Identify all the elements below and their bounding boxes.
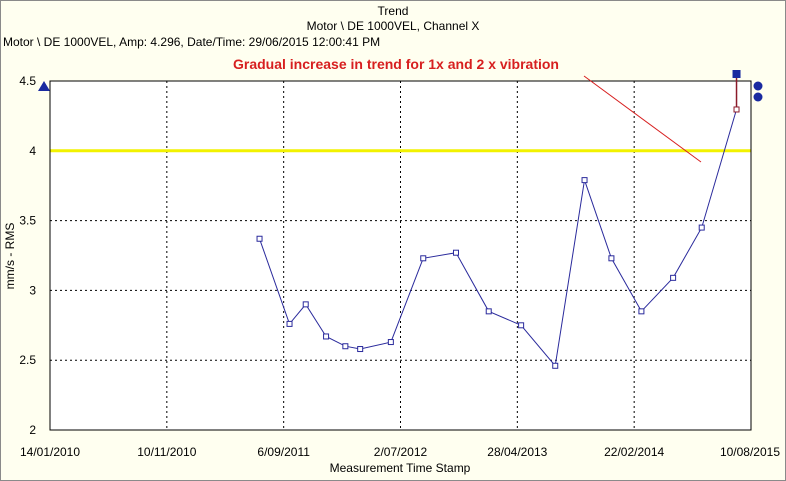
data-point[interactable] bbox=[302, 301, 309, 308]
plot-border bbox=[49, 80, 752, 431]
data-point[interactable] bbox=[608, 255, 615, 262]
y-tick-label: 3.5 bbox=[19, 214, 36, 228]
chart-title: Trend bbox=[377, 4, 409, 18]
data-point[interactable] bbox=[256, 235, 263, 242]
scroll-up-icon[interactable] bbox=[753, 81, 763, 91]
y-axis-title: mm/s - RMS bbox=[3, 223, 17, 290]
x-axis-title: Measurement Time Stamp bbox=[330, 461, 471, 475]
data-point[interactable] bbox=[357, 346, 364, 353]
data-point[interactable] bbox=[733, 106, 740, 113]
annotation-arrow bbox=[583, 75, 702, 163]
data-point[interactable] bbox=[286, 320, 293, 327]
data-point[interactable] bbox=[581, 177, 588, 184]
y-tick-label: 3 bbox=[29, 283, 36, 297]
data-point[interactable] bbox=[670, 274, 677, 281]
x-tick-label: 14/01/2010 bbox=[20, 445, 80, 459]
data-point[interactable] bbox=[485, 308, 492, 315]
y-tick-label: 2.5 bbox=[19, 353, 36, 367]
data-point[interactable] bbox=[518, 322, 525, 329]
y-tick-label: 2 bbox=[29, 423, 36, 437]
x-tick-label: 28/04/2013 bbox=[487, 445, 547, 459]
data-point[interactable] bbox=[342, 343, 349, 350]
data-point[interactable] bbox=[552, 362, 559, 369]
x-tick-label: 10/11/2010 bbox=[137, 445, 196, 459]
y-max-marker-icon[interactable] bbox=[38, 81, 50, 91]
x-tick-label: 22/02/2014 bbox=[604, 445, 664, 459]
data-point[interactable] bbox=[698, 224, 705, 231]
data-point[interactable] bbox=[452, 249, 459, 256]
cursor-info: Motor \ DE 1000VEL, Amp: 4.296, Date/Tim… bbox=[3, 35, 381, 49]
y-tick-label: 4 bbox=[29, 144, 36, 158]
cursor-handle-icon[interactable] bbox=[732, 70, 741, 78]
series-line bbox=[259, 109, 737, 367]
x-tick-label: 6/09/2011 bbox=[257, 445, 310, 459]
data-point[interactable] bbox=[387, 339, 394, 346]
chart-subtitle: Motor \ DE 1000VEL, Channel X bbox=[306, 19, 480, 33]
data-point[interactable] bbox=[638, 308, 645, 315]
y-tick-label: 4.5 bbox=[19, 74, 36, 88]
x-tick-label: 2/07/2012 bbox=[374, 445, 428, 459]
data-point[interactable] bbox=[420, 255, 427, 262]
data-point[interactable] bbox=[323, 333, 330, 340]
x-tick-label: 10/08/2015 bbox=[720, 445, 780, 459]
scroll-down-icon[interactable] bbox=[753, 92, 763, 102]
annotation-text: Gradual increase in trend for 1x and 2 x… bbox=[233, 56, 559, 72]
